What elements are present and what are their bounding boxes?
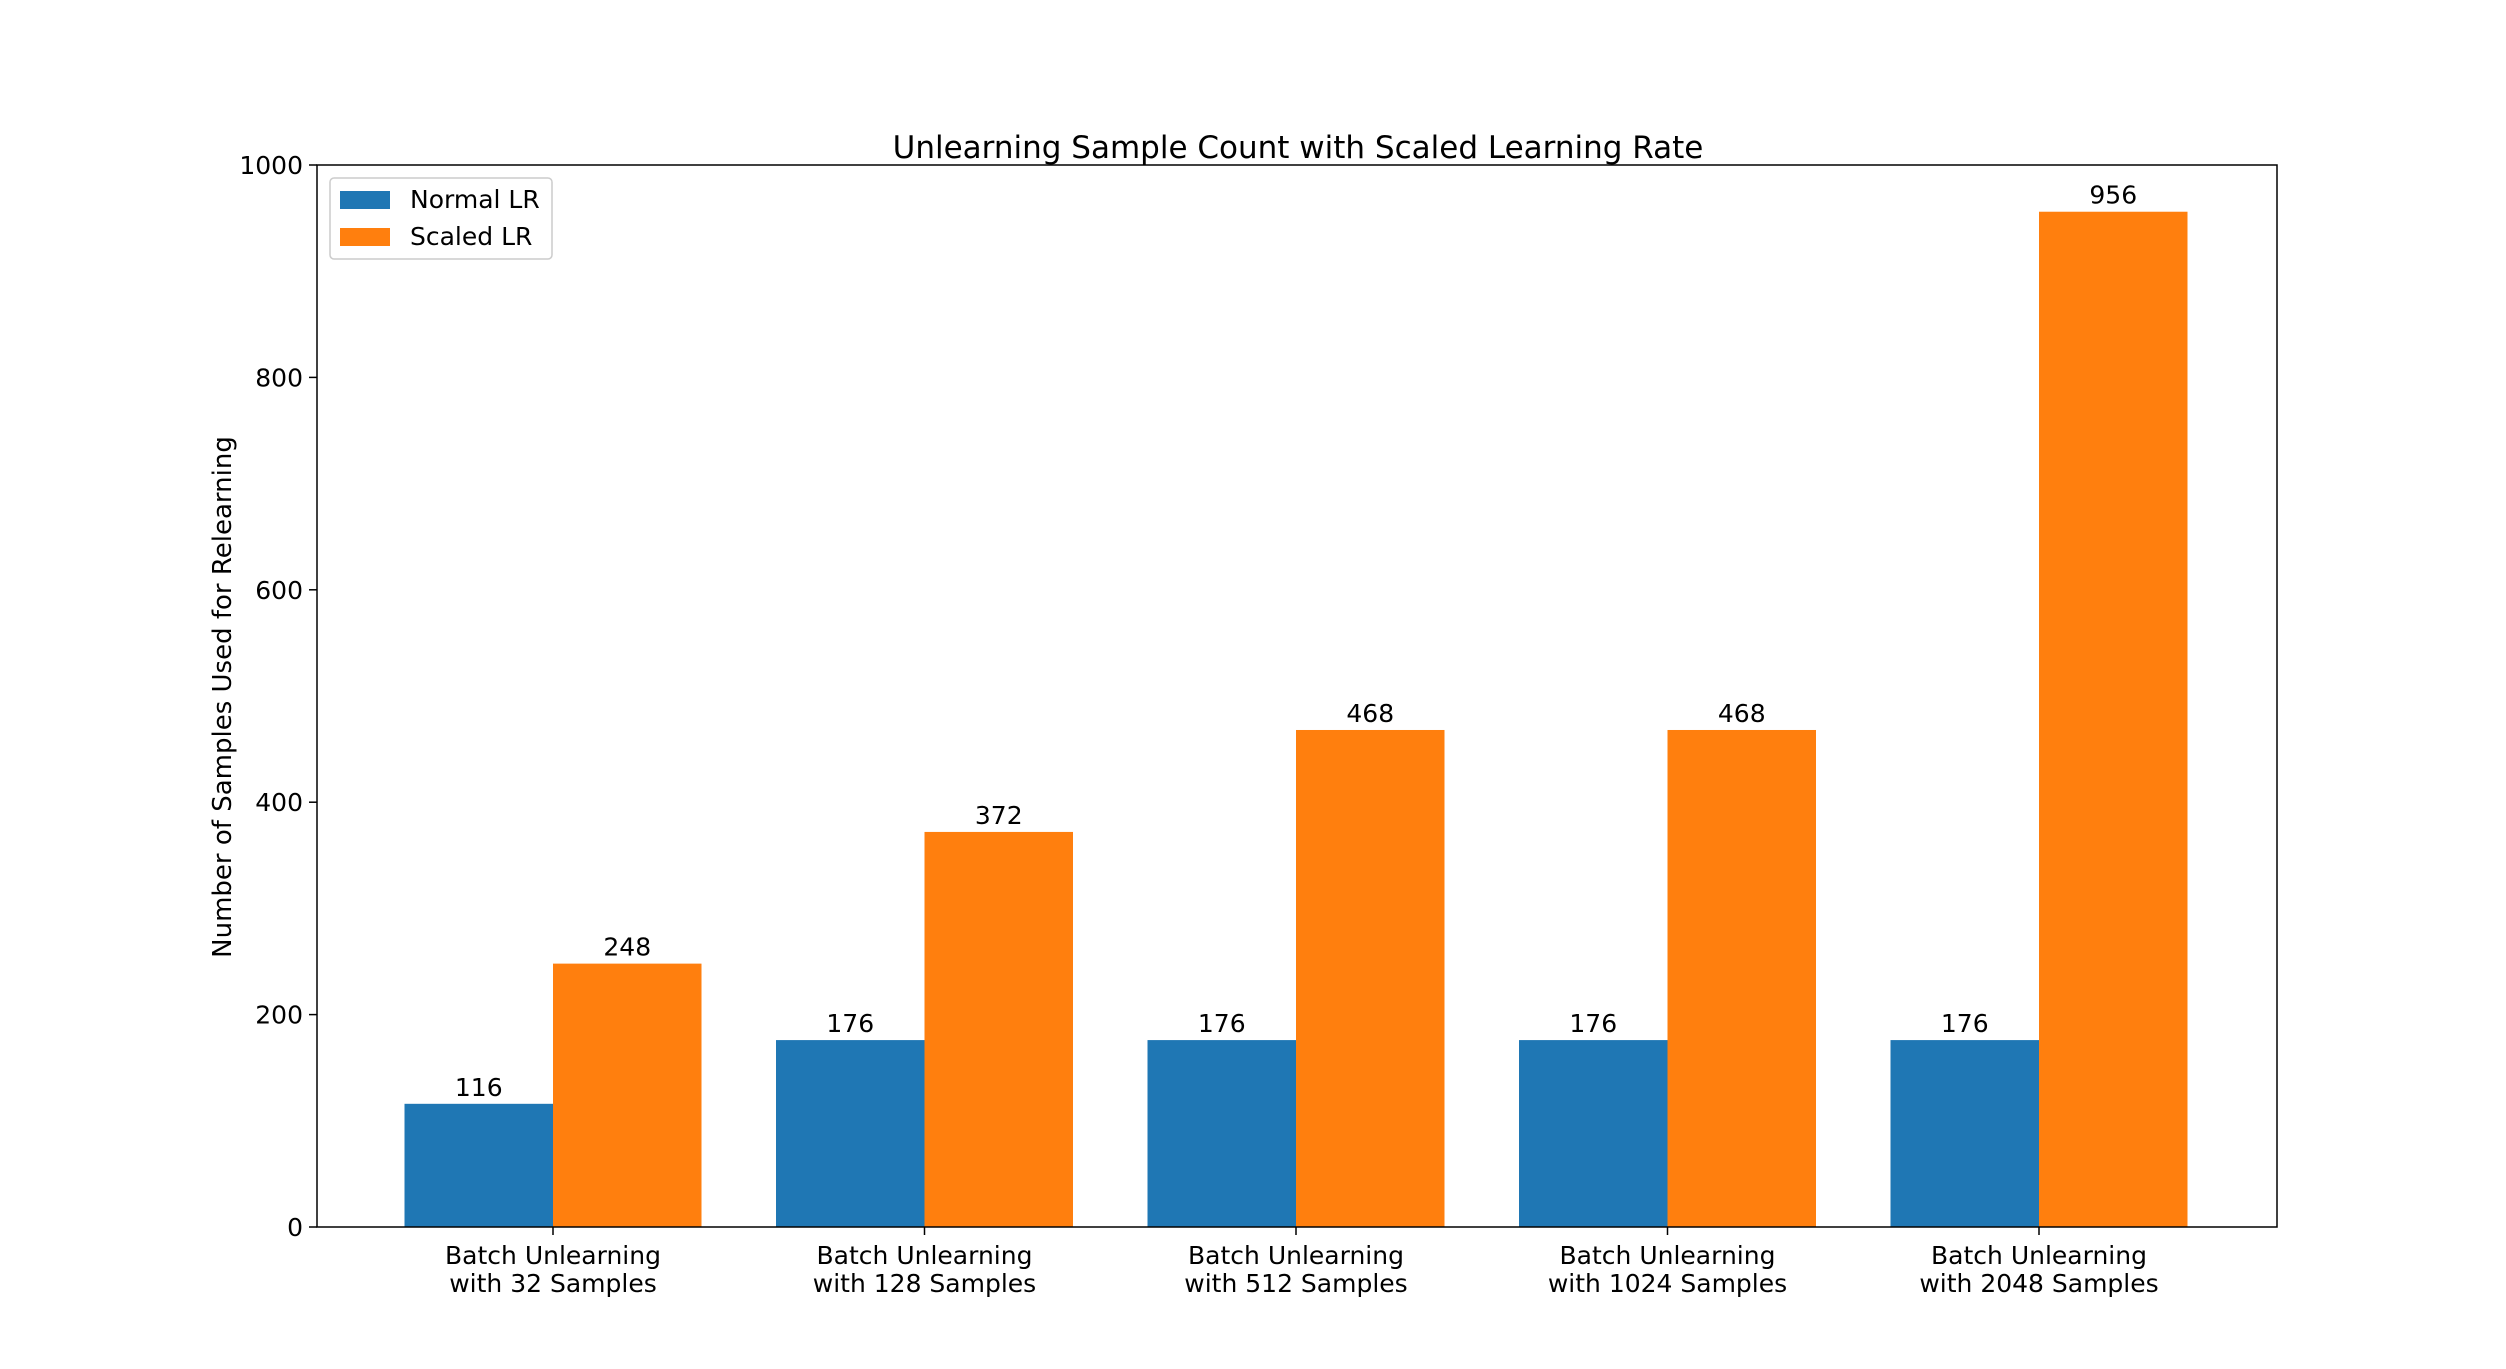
bar-scaled-lr-4: [1667, 729, 1816, 1227]
bar-scaled-lr-2: [924, 831, 1073, 1227]
bar-normal-lr-5: [1890, 1040, 2039, 1227]
data-label: 176: [826, 1009, 874, 1038]
y-tick-label: 200: [255, 1001, 303, 1030]
legend-swatch-normal-lr: [340, 191, 390, 209]
data-label: 956: [2089, 181, 2137, 210]
bar-scaled-lr-3: [1296, 729, 1445, 1227]
y-tick-label: 0: [287, 1213, 303, 1242]
legend-label: Scaled LR: [410, 222, 532, 251]
bar-normal-lr-2: [776, 1040, 925, 1227]
y-tick-label: 600: [255, 576, 303, 605]
data-label: 116: [455, 1073, 503, 1102]
data-label: 176: [1941, 1009, 1989, 1038]
x-tick-label: Batch Unlearning with 32 Samples: [445, 1241, 661, 1298]
legend: Normal LR Scaled LR: [329, 177, 553, 260]
y-axis-label: Number of Samples Used for Relearning: [208, 436, 238, 958]
y-tick-label: 400: [255, 788, 303, 817]
bar-scaled-lr-5: [2039, 211, 2188, 1227]
y-tick-label: 1000: [239, 151, 303, 180]
legend-label: Normal LR: [410, 185, 540, 214]
bar-normal-lr-1: [404, 1103, 553, 1227]
x-tick-label: Batch Unlearning with 512 Samples: [1184, 1241, 1407, 1298]
chart-title: Unlearning Sample Count with Scaled Lear…: [893, 130, 1704, 166]
data-label: 372: [975, 801, 1023, 830]
plot-area: 116 248 Batch Unlearning with 32 Samples 176…: [239, 151, 2278, 1298]
x-tick-label: Batch Unlearning with 128 Samples: [813, 1241, 1036, 1298]
bar-normal-lr-4: [1519, 1040, 1668, 1227]
plot-frame: [316, 164, 2278, 1228]
data-label: 176: [1569, 1009, 1617, 1038]
legend-swatch-scaled-lr: [340, 228, 390, 246]
data-label: 468: [1718, 699, 1766, 728]
bar-scaled-lr-1: [553, 963, 702, 1227]
data-label: 176: [1198, 1009, 1246, 1038]
data-label: 248: [603, 933, 651, 962]
x-tick-label: Batch Unlearning with 2048 Samples: [1919, 1241, 2158, 1298]
y-tick-label: 800: [255, 363, 303, 392]
data-label: 468: [1346, 699, 1394, 728]
bar-normal-lr-3: [1147, 1040, 1296, 1227]
x-tick-label: Batch Unlearning with 1024 Samples: [1548, 1241, 1787, 1298]
